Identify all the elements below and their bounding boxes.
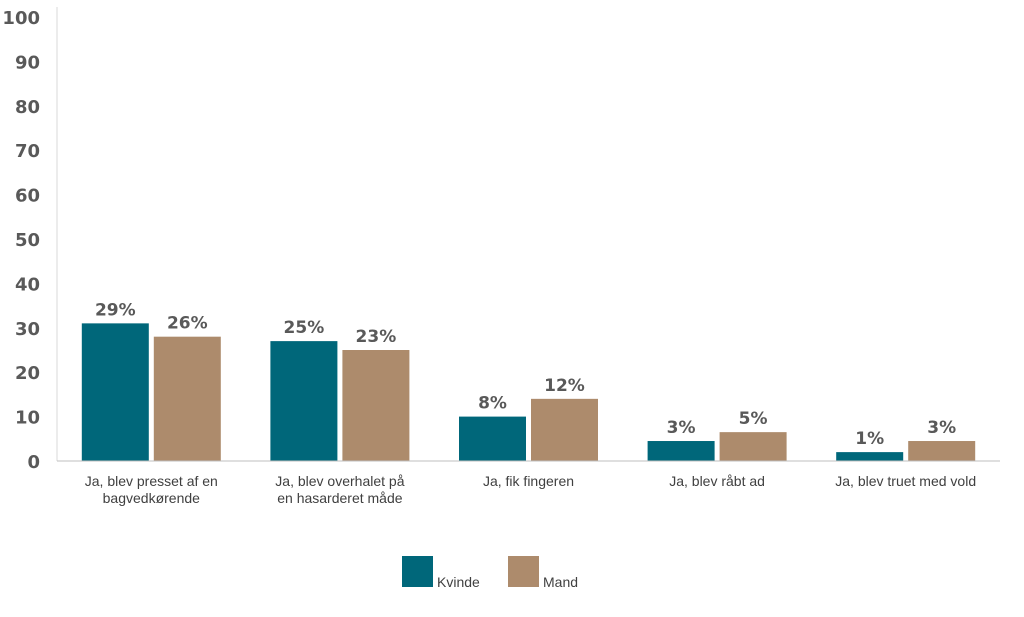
y-tick-label: 100 — [2, 8, 40, 29]
y-tick-label: 60 — [15, 186, 40, 207]
y-axis: 0 10 20 30 40 50 60 70 80 90 100 — [2, 7, 58, 473]
data-label: 26% — [167, 314, 208, 334]
y-tick-label: 40 — [15, 274, 40, 295]
y-tick-label: 0 — [27, 452, 40, 473]
y-tick-label: 70 — [15, 141, 40, 162]
category-label: Ja, blev presset af en bagvedkørende — [85, 473, 218, 506]
bar-kvinde-0 — [81, 323, 149, 461]
data-label: 12% — [544, 376, 585, 396]
data-label: 8% — [478, 394, 507, 414]
y-tick-label: 30 — [15, 319, 40, 340]
y-tick-label: 10 — [15, 408, 40, 429]
bars — [81, 323, 976, 461]
category-label: Ja, fik fingeren — [483, 473, 574, 489]
y-tick-label: 20 — [15, 363, 40, 384]
data-label: 3% — [667, 418, 696, 438]
bar-kvinde-3 — [647, 441, 715, 461]
bar-mand-0 — [153, 336, 221, 461]
y-tick-label: 50 — [15, 230, 40, 251]
legend: Kvinde Mand — [402, 556, 578, 590]
data-label: 1% — [855, 429, 884, 449]
data-label: 29% — [95, 300, 136, 320]
category-label: Ja, blev overhalet på en hasarderet måde — [275, 473, 404, 506]
y-tick-label: 90 — [15, 52, 40, 73]
data-label: 3% — [927, 418, 956, 438]
category-label: Ja, blev råbt ad — [669, 473, 765, 489]
bar-mand-4 — [908, 441, 976, 461]
legend-label-mand: Mand — [543, 574, 578, 590]
legend-label-kvinde: Kvinde — [437, 574, 480, 590]
x-axis: Ja, blev presset af en bagvedkørende Ja, b… — [57, 460, 1000, 506]
data-label: 23% — [356, 327, 397, 347]
data-label: 5% — [739, 409, 768, 429]
bar-mand-1 — [342, 350, 410, 461]
legend-swatch-kvinde — [402, 556, 433, 587]
bar-mand-2 — [531, 398, 598, 461]
category-label: Ja, blev truet med vold — [835, 473, 976, 489]
bar-kvinde-2 — [459, 416, 526, 461]
bar-mand-3 — [719, 432, 787, 461]
data-label: 25% — [284, 318, 325, 338]
legend-swatch-mand — [508, 556, 539, 587]
bar-kvinde-1 — [270, 341, 338, 461]
y-tick-label: 80 — [15, 97, 40, 118]
bar-kvinde-4 — [836, 452, 904, 461]
data-labels: 29% 26% 25% 23% 8% 12% 3% 5% 1% 3% — [95, 300, 956, 449]
